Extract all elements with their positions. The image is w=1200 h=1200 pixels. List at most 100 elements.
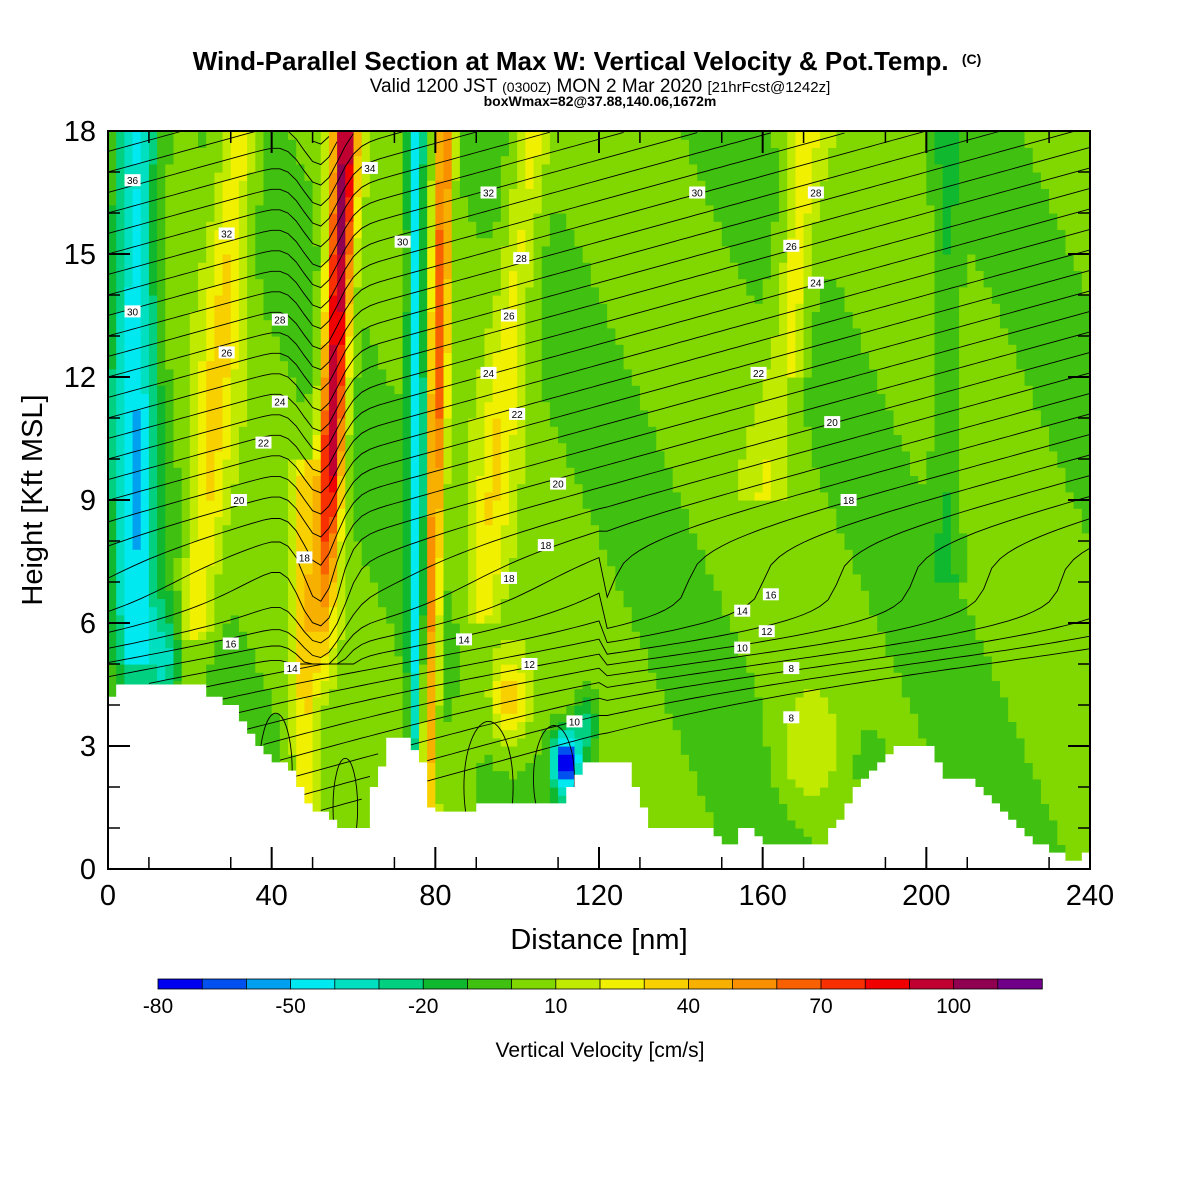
- field-cell: [975, 655, 985, 665]
- field-cell: [836, 795, 846, 804]
- field-cell: [999, 787, 1009, 796]
- field-cell: [762, 762, 772, 772]
- field-cell: [533, 590, 543, 599]
- field-cell: [1049, 746, 1058, 755]
- field-cell: [108, 614, 117, 624]
- field-cell: [697, 557, 706, 567]
- field-cell: [541, 672, 551, 681]
- field-cell: [918, 614, 927, 624]
- field-cell: [435, 631, 445, 640]
- field-cell: [263, 639, 273, 649]
- field-cell: [811, 631, 821, 640]
- field-cell: [754, 565, 764, 575]
- field-cell: [729, 754, 739, 763]
- field-cell: [435, 721, 445, 731]
- field-cell: [926, 680, 936, 690]
- field-cell: [664, 672, 674, 681]
- field-cell: [656, 696, 666, 706]
- field-cell: [173, 573, 183, 583]
- field-cell: [394, 696, 404, 706]
- field-cell: [148, 565, 158, 575]
- field-cell: [222, 688, 232, 698]
- field-cell: [533, 573, 543, 583]
- field-cell: [721, 606, 731, 616]
- field-cell: [770, 557, 780, 567]
- field-cell: [378, 623, 387, 632]
- field-cell: [525, 778, 535, 788]
- field-cell: [672, 598, 682, 608]
- field-cell: [157, 541, 166, 550]
- field-cell: [901, 623, 911, 632]
- field-cell: [525, 762, 535, 772]
- field-cell: [353, 778, 363, 788]
- field-cell: [304, 614, 314, 624]
- field-cell: [288, 746, 297, 755]
- field-cell: [337, 614, 346, 624]
- field-cell: [1024, 713, 1034, 722]
- field-cell: [950, 754, 960, 763]
- field-cell: [721, 713, 731, 722]
- field-cell: [549, 737, 559, 747]
- field-cell: [885, 614, 895, 624]
- field-cell: [541, 746, 551, 755]
- field-cell: [967, 606, 977, 616]
- field-cell: [124, 557, 134, 567]
- field-cell: [967, 770, 977, 780]
- field-cell: [517, 705, 526, 714]
- field-cell: [320, 655, 330, 665]
- field-cell: [762, 795, 772, 804]
- field-cell: [754, 606, 764, 616]
- field-cell: [181, 590, 191, 599]
- field-cell: [860, 737, 870, 747]
- field-cell: [729, 582, 739, 591]
- field-cell: [353, 647, 363, 657]
- field-cell: [279, 565, 289, 575]
- field-cell: [492, 582, 502, 591]
- field-cell: [1024, 672, 1034, 681]
- field-cell: [1073, 754, 1083, 763]
- field-cell: [950, 590, 960, 599]
- field-cell: [648, 655, 657, 665]
- field-cell: [337, 762, 346, 772]
- field-cell: [1016, 729, 1026, 739]
- field-cell: [361, 746, 371, 755]
- field-cell: [1032, 655, 1042, 665]
- field-cell: [967, 532, 977, 542]
- field-cell: [361, 664, 371, 673]
- field-cell: [1016, 721, 1026, 731]
- field-cell: [754, 680, 764, 690]
- field-cell: [738, 549, 747, 558]
- field-cell: [345, 754, 355, 763]
- field-cell: [934, 705, 944, 714]
- field-cell: [443, 721, 453, 731]
- field-cell: [263, 573, 273, 583]
- field-cell: [1040, 754, 1050, 763]
- field-cell: [386, 721, 396, 731]
- field-cell: [959, 696, 968, 706]
- field-cell: [967, 549, 977, 558]
- field-cell: [1081, 614, 1090, 624]
- field-cell: [247, 721, 256, 731]
- field-cell: [361, 541, 371, 550]
- field-cell: [492, 787, 502, 796]
- field-cell: [492, 729, 502, 739]
- field-cell: [746, 573, 756, 583]
- field-cell: [1032, 811, 1042, 821]
- field-cell: [967, 746, 977, 755]
- field-cell: [1073, 606, 1083, 616]
- field-cell: [484, 606, 494, 616]
- field-cell: [533, 680, 543, 690]
- field-cell: [271, 524, 281, 534]
- field-cell: [729, 828, 739, 837]
- field-cell: [271, 664, 281, 673]
- field-cell: [345, 803, 355, 813]
- field-cell: [558, 688, 567, 698]
- field-cell: [746, 623, 756, 632]
- field-cell: [803, 811, 813, 821]
- field-cell: [369, 713, 379, 722]
- field-cell: [1065, 713, 1075, 722]
- field-cell: [500, 729, 510, 739]
- field-cell: [279, 696, 289, 706]
- field-cell: [386, 680, 396, 690]
- field-cell: [877, 565, 887, 575]
